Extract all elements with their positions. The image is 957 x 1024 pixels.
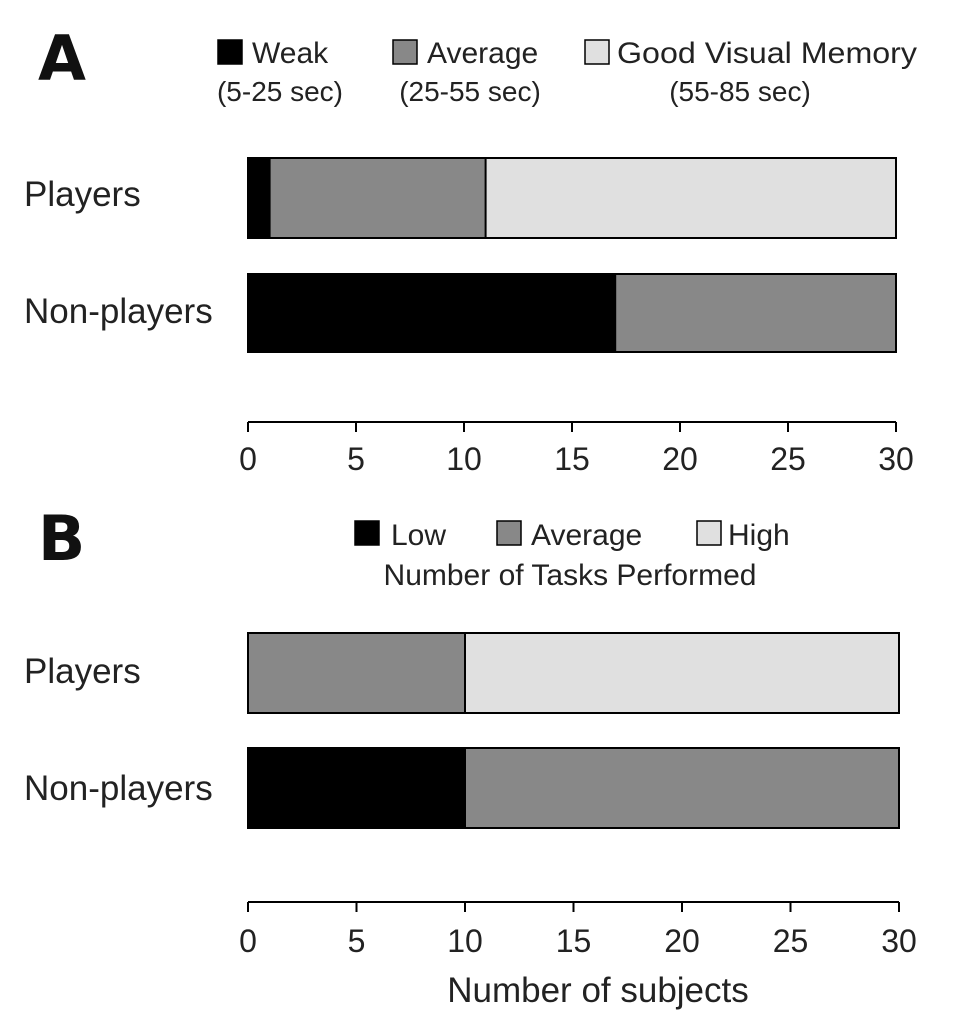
bar-segment-players-average xyxy=(269,158,486,238)
legend-range-good: (55-85 sec) xyxy=(669,76,811,107)
bar-segment-non-players-average xyxy=(615,274,896,352)
x-tick-label-0: 0 xyxy=(239,441,257,477)
x-tick-label-20: 20 xyxy=(662,441,698,477)
panel-b-bars xyxy=(247,632,900,829)
legend-swatch-high xyxy=(696,520,722,546)
bar-segment-players-good-visual-memory xyxy=(485,158,896,238)
x-tick-label-0: 0 xyxy=(239,923,257,959)
bar-segment-players-average xyxy=(248,633,465,713)
bar-segment-non-players-weak xyxy=(248,274,616,352)
bar-outline-players xyxy=(247,157,897,239)
legend-label-weak: Weak xyxy=(252,37,329,70)
bar-outline-non-players xyxy=(247,273,897,353)
x-tick-label-25: 25 xyxy=(770,441,806,477)
bar-segment-players-high xyxy=(465,633,899,713)
x-tick-label-20: 20 xyxy=(664,923,700,959)
legend-range-weak: (5-25 sec) xyxy=(217,76,343,107)
x-tick-label-15: 15 xyxy=(556,923,592,959)
bar-outline-non-players xyxy=(247,747,900,829)
x-tick-label-30: 30 xyxy=(881,923,917,959)
x-tick-label-10: 10 xyxy=(447,923,483,959)
bar-segment-non-players-average xyxy=(465,748,899,828)
legend-label-low: Low xyxy=(391,519,446,552)
category-label-non-players: Non-players xyxy=(24,769,213,808)
bar-outline-players xyxy=(247,632,900,714)
x-tick-label-25: 25 xyxy=(773,923,809,959)
x-tick-label-30: 30 xyxy=(878,441,914,477)
category-label-non-players: Non-players xyxy=(24,292,213,331)
panel-a-label: A xyxy=(38,22,86,95)
bar-segment-non-players-low xyxy=(248,748,465,828)
category-label-players: Players xyxy=(24,175,141,214)
legend-swatch-weak xyxy=(217,39,243,65)
x-tick-label-15: 15 xyxy=(554,441,590,477)
x-tick-label-5: 5 xyxy=(347,441,365,477)
legend-label-average: Average xyxy=(427,37,538,70)
panel-b-label: B xyxy=(38,502,85,575)
panel-b: B Low Average High Number of Tasks Perfo… xyxy=(24,502,917,1010)
legend-label-average-tasks: Average xyxy=(531,519,642,552)
legend-range-average: (25-55 sec) xyxy=(399,76,541,107)
panel-b-legend: Low Average High Number of Tasks Perform… xyxy=(354,519,790,592)
legend-label-high: High xyxy=(728,519,790,552)
panel-b-x-axis: 0 5 10 15 20 25 30 xyxy=(239,901,917,959)
panel-a-legend: Weak (5-25 sec) Average (25-55 sec) Good… xyxy=(217,37,917,107)
x-tick-label-5: 5 xyxy=(348,923,366,959)
category-label-players: Players xyxy=(24,652,141,691)
legend-swatch-average xyxy=(392,39,418,65)
legend-swatch-good xyxy=(584,39,610,65)
x-tick-label-10: 10 xyxy=(446,441,482,477)
legend-swatch-average-tasks xyxy=(496,520,522,546)
bar-segment-players-weak xyxy=(248,158,270,238)
legend-label-good: Good Visual Memory xyxy=(617,37,917,70)
panel-a: A Weak (5-25 sec) Average (25-55 sec) Go… xyxy=(24,22,917,477)
panel-a-x-axis: 0 5 10 15 20 25 30 xyxy=(239,421,914,477)
legend-title-tasks: Number of Tasks Performed xyxy=(384,559,757,592)
panel-a-bars xyxy=(247,157,897,353)
x-axis-title: Number of subjects xyxy=(447,971,749,1010)
legend-swatch-low xyxy=(354,520,380,546)
